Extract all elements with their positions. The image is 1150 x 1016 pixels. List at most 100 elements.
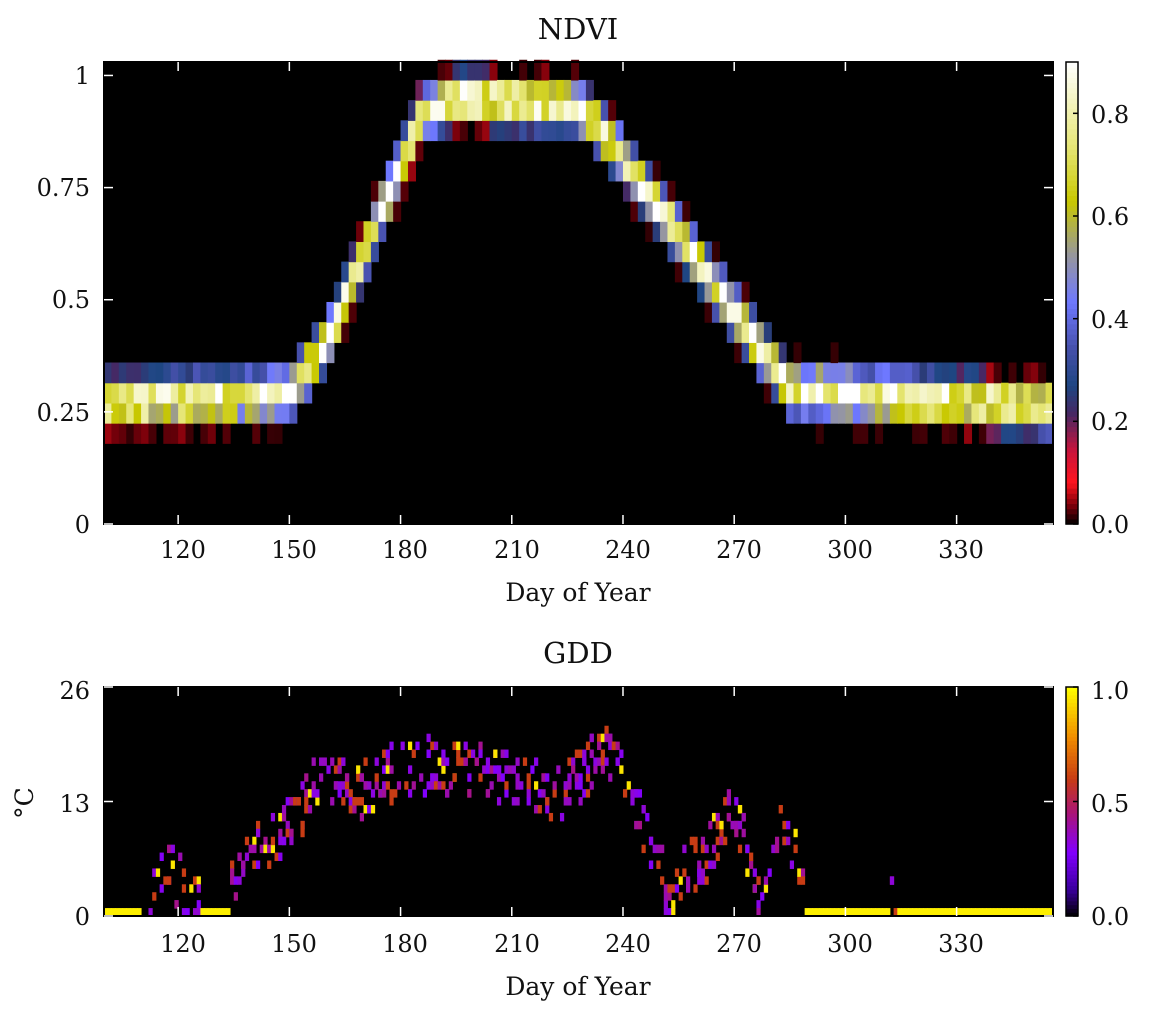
gdd-colorbar-segment xyxy=(1066,904,1078,909)
gdd-heatmap-cell xyxy=(426,749,431,758)
gdd-heatmap-cell xyxy=(741,828,746,838)
ndvi-heatmap-cell xyxy=(430,100,439,121)
gdd-heatmap-cell xyxy=(971,908,976,916)
gdd-heatmap-cell xyxy=(771,844,776,854)
ndvi-heatmap-cell xyxy=(311,322,320,343)
ndvi-heatmap-cell xyxy=(600,100,609,121)
gdd-ytick-label: 26 xyxy=(59,677,90,705)
ndvi-panel: NDVI 120 150 180 210 240 270 300 330 0 0… xyxy=(37,12,1130,607)
ndvi-heatmap-cell xyxy=(978,382,987,404)
ndvi-heatmap-cell xyxy=(230,362,239,384)
gdd-heatmap-cell xyxy=(430,741,435,751)
gdd-heatmap-cell xyxy=(737,805,743,814)
ndvi-heatmap-cell xyxy=(207,362,216,384)
ndvi-heatmap-cell xyxy=(459,79,468,101)
ndvi-heatmap-cell xyxy=(319,362,328,384)
ndvi-heatmap-cell xyxy=(111,362,120,384)
ndvi-heatmap-cell xyxy=(519,59,528,81)
ndvi-heatmap-cell xyxy=(496,120,505,142)
ndvi-heatmap-cell xyxy=(289,402,298,424)
ndvi-heatmap-cell xyxy=(786,402,795,424)
ndvi-colorbar-segment xyxy=(1066,67,1078,73)
ndvi-heatmap-cell xyxy=(867,362,876,384)
gdd-heatmap-cell xyxy=(534,781,539,790)
ndvi-heatmap-cell xyxy=(496,100,505,121)
gdd-heatmap-cell xyxy=(556,765,561,774)
ndvi-heatmap-cell xyxy=(630,140,639,162)
gdd-heatmap-cell xyxy=(396,781,402,790)
ndvi-heatmap-cell xyxy=(845,362,854,384)
gdd-heatmap-cell xyxy=(493,749,498,758)
ndvi-heatmap-cell xyxy=(697,241,706,263)
ndvi-heatmap-cell xyxy=(741,281,750,303)
ndvi-heatmap-cell xyxy=(437,59,446,81)
gdd-heatmap-cell xyxy=(515,781,520,790)
gdd-heatmap-cell xyxy=(578,773,583,782)
gdd-heatmap-cell xyxy=(723,797,728,806)
ndvi-heatmap-cell xyxy=(593,100,602,121)
ndvi-heatmap-cell xyxy=(385,180,394,202)
gdd-heatmap-cell xyxy=(541,789,546,798)
ndvi-heatmap-cell xyxy=(704,301,713,323)
gdd-heatmap-cell xyxy=(530,765,535,774)
ndvi-heatmap-cell xyxy=(155,382,164,404)
ndvi-colorbar-frame xyxy=(1065,61,1079,525)
ndvi-colorbar-segment xyxy=(1066,313,1078,320)
ndvi-heatmap-cell xyxy=(578,120,587,142)
ndvi-heatmap-cell xyxy=(867,382,876,404)
gdd-heatmap-cell xyxy=(756,908,761,917)
ndvi-heatmap-cell xyxy=(296,382,305,404)
gdd-heatmap-cell xyxy=(837,908,843,916)
ndvi-heatmap-cell xyxy=(489,79,498,101)
ndvi-heatmap-cell xyxy=(941,402,950,424)
gdd-heatmap-cell xyxy=(652,844,657,854)
gdd-heatmap-cell xyxy=(270,812,276,822)
gdd-heatmap-cell xyxy=(793,844,798,854)
ndvi-xtick-label: 330 xyxy=(938,536,984,564)
ndvi-heatmap-cell xyxy=(259,402,268,424)
ndvi-heatmap-cell xyxy=(185,382,194,404)
gdd-heatmap-cell xyxy=(170,844,175,854)
gdd-heatmap-cell xyxy=(281,805,287,814)
ndvi-heatmap-cell xyxy=(252,362,261,384)
ndvi-axes-frame xyxy=(103,61,1054,525)
gdd-heatmap-cell xyxy=(448,781,453,790)
ndvi-colorbar-segment xyxy=(1066,308,1078,315)
ndvi-heatmap-cell xyxy=(645,201,654,222)
gdd-heatmap-cell xyxy=(737,844,743,854)
gdd-heatmap-cell xyxy=(311,781,316,790)
gdd-heatmap-cell xyxy=(622,789,628,798)
ndvi-colorbar-segment xyxy=(1066,221,1078,227)
ndvi-heatmap-cell xyxy=(222,382,231,404)
ndvi-colorbar-segment xyxy=(1066,154,1078,161)
gdd-heatmap-cell xyxy=(278,836,283,846)
gdd-heatmap-cell xyxy=(419,773,424,782)
gdd-heatmap-cell xyxy=(774,836,780,846)
ndvi-heatmap-cell xyxy=(1001,423,1010,444)
gdd-xtick-label: 330 xyxy=(938,930,984,958)
ndvi-colorbar-segment xyxy=(1066,257,1078,263)
ndvi-colorbar-segment xyxy=(1066,328,1078,335)
gdd-heatmap-cell xyxy=(897,908,902,916)
gdd-ticks xyxy=(104,686,1053,917)
gdd-colorbar-segment xyxy=(1066,732,1078,738)
gdd-heatmap-cell xyxy=(641,844,646,854)
ndvi-heatmap-cell xyxy=(704,281,713,303)
ndvi-heatmap-cell xyxy=(667,180,676,202)
gdd-heatmap-cell xyxy=(508,765,513,774)
ndvi-heatmap-cell xyxy=(348,261,357,283)
gdd-heatmap-cell xyxy=(774,844,780,854)
ndvi-colorbar-tick-label: 0.0 xyxy=(1091,511,1129,539)
gdd-heatmap-cell xyxy=(778,805,783,814)
ndvi-heatmap-cell xyxy=(689,261,698,283)
ndvi-heatmap-cell xyxy=(926,402,935,424)
ndvi-heatmap-cell xyxy=(474,59,483,81)
gdd-heatmap-cell xyxy=(1004,908,1010,916)
gdd-heatmap-cell xyxy=(752,868,757,877)
ndvi-colorbar-segment xyxy=(1066,190,1078,197)
ndvi-colorbar-segment xyxy=(1066,364,1078,371)
ndvi-heatmap-cell xyxy=(563,120,572,142)
ndvi-colorbar-segment xyxy=(1066,282,1078,289)
gdd-heatmap-cell xyxy=(370,805,376,814)
gdd-heatmap-cell xyxy=(385,757,390,766)
